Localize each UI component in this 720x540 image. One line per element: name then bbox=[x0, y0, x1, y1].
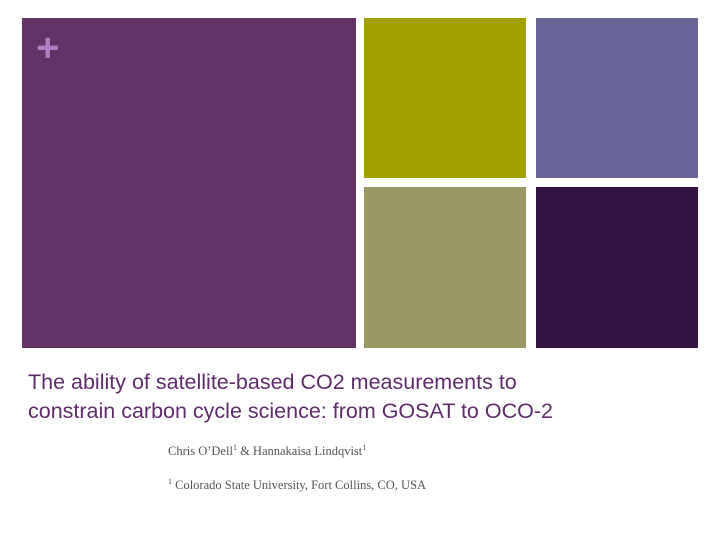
panel-olive bbox=[364, 18, 526, 178]
title-line: constrain carbon cycle science: from GOS… bbox=[28, 399, 553, 423]
plus-symbol: + bbox=[36, 26, 60, 70]
panel-dark bbox=[536, 187, 698, 348]
author-name: Hannakaisa Lindqvist bbox=[252, 444, 363, 459]
authors: Chris O’Dell1 & Hannakaisa Lindqvist1 bbox=[168, 443, 366, 459]
author-separator: & bbox=[240, 444, 250, 459]
title-line: The ability of satellite-based CO2 measu… bbox=[28, 370, 517, 394]
affiliation-text: Colorado State University, Fort Collins,… bbox=[175, 478, 427, 493]
panel-khaki bbox=[364, 187, 526, 348]
panel-slate bbox=[536, 18, 698, 178]
panel-purple bbox=[22, 18, 356, 348]
author-name: Chris O’Dell bbox=[168, 444, 233, 459]
author-mark: 1 bbox=[232, 443, 237, 452]
affiliation-mark: 1 bbox=[168, 477, 172, 486]
author-mark: 1 bbox=[362, 443, 367, 452]
affiliation: 1 Colorado State University, Fort Collin… bbox=[168, 477, 426, 493]
